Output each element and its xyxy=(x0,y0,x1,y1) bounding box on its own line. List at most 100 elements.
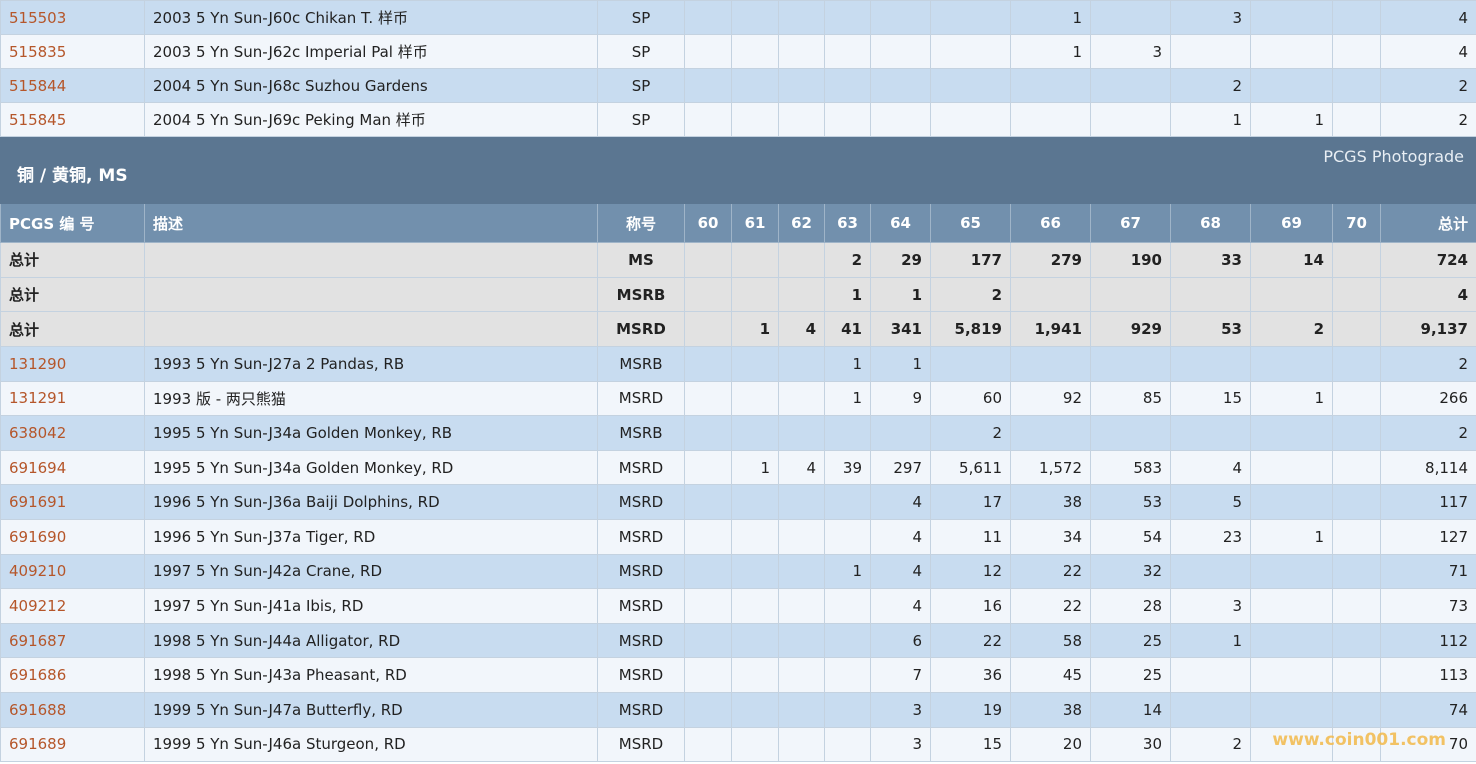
grade-count: 4 xyxy=(870,519,931,555)
grade-count: 2 xyxy=(1380,68,1476,103)
grade-count: 12 xyxy=(930,553,1011,590)
grade-count xyxy=(1332,622,1381,659)
grade-count: 22 xyxy=(930,622,1011,659)
designation: MSRD xyxy=(597,311,685,348)
grade-count: 22 xyxy=(1010,588,1091,624)
grade-count xyxy=(870,34,931,69)
grade-count: 70 xyxy=(1380,726,1476,763)
grade-count xyxy=(930,102,1011,137)
grade-count xyxy=(684,519,732,555)
grade-count xyxy=(1090,102,1171,137)
grade-count xyxy=(824,34,871,69)
description: 1993 版 - 两只熊猫 xyxy=(144,380,598,417)
photograde-link[interactable]: PCGS Photograde xyxy=(1323,146,1464,166)
grade-count: 117 xyxy=(1380,484,1476,521)
grade-count: 2 xyxy=(824,242,871,278)
grade-count xyxy=(684,102,732,137)
column-title: 称号 xyxy=(597,203,685,243)
pcgs-link[interactable]: 638042 xyxy=(9,424,67,443)
designation: MSRD xyxy=(597,622,685,659)
pcgs-number: 515845 xyxy=(0,102,145,137)
pcgs-link[interactable]: 691694 xyxy=(9,458,67,477)
grade-count xyxy=(778,726,825,763)
grade-count xyxy=(1250,449,1333,486)
designation: MS xyxy=(597,242,685,278)
column-title: PCGS 编 号 xyxy=(0,203,145,243)
section-title: 铜 / 黄铜, MS xyxy=(17,165,128,186)
grade-count xyxy=(731,726,779,763)
pcgs-link[interactable]: 691686 xyxy=(9,666,67,685)
pcgs-link[interactable]: 691689 xyxy=(9,735,67,754)
pcgs-link[interactable]: 515844 xyxy=(9,76,67,95)
grade-count xyxy=(1250,0,1333,35)
grade-count xyxy=(824,726,871,763)
grade-count: 54 xyxy=(1090,519,1171,555)
grade-count xyxy=(1250,276,1333,313)
table-row: 691691 1996 5 Yn Sun-J36a Baiji Dolphins,… xyxy=(0,484,1476,521)
designation: MSRD xyxy=(597,726,685,763)
designation: SP xyxy=(597,34,685,69)
grade-count xyxy=(778,692,825,728)
grade-count xyxy=(1332,519,1381,555)
pcgs-link[interactable]: 691688 xyxy=(9,700,67,719)
column-title: 66 xyxy=(1010,203,1091,243)
grade-count xyxy=(1090,0,1171,35)
designation: MSRB xyxy=(597,276,685,313)
grade-count xyxy=(1170,34,1251,69)
grade-count xyxy=(731,657,779,693)
grade-count xyxy=(1010,276,1091,313)
pcgs-link[interactable]: 131290 xyxy=(9,354,67,373)
grade-count: 25 xyxy=(1090,657,1171,693)
pcgs-number: 总计 xyxy=(0,311,145,348)
pcgs-link[interactable]: 409212 xyxy=(9,597,67,616)
grade-count xyxy=(731,346,779,382)
grade-count xyxy=(1250,484,1333,521)
pcgs-link[interactable]: 691690 xyxy=(9,527,67,546)
grade-count: 4 xyxy=(1380,0,1476,35)
grade-count: 16 xyxy=(930,588,1011,624)
grade-count xyxy=(684,726,732,763)
grade-count xyxy=(684,484,732,521)
grade-count: 25 xyxy=(1090,622,1171,659)
pcgs-number: 409210 xyxy=(0,553,145,590)
grade-count xyxy=(731,519,779,555)
grade-count: 4 xyxy=(870,484,931,521)
pcgs-link[interactable]: 515503 xyxy=(9,8,67,27)
grade-count xyxy=(778,519,825,555)
grade-count: 38 xyxy=(1010,484,1091,521)
pcgs-number: 691686 xyxy=(0,657,145,693)
description: 1996 5 Yn Sun-J36a Baiji Dolphins, RD xyxy=(144,484,598,521)
description: 2003 5 Yn Sun-J62c Imperial Pal 样币 xyxy=(144,34,598,69)
pcgs-link[interactable]: 515845 xyxy=(9,110,67,129)
column-title: 61 xyxy=(731,203,779,243)
grade-count xyxy=(731,276,779,313)
pcgs-link[interactable]: 409210 xyxy=(9,562,67,581)
grade-count xyxy=(1250,622,1333,659)
column-title: 63 xyxy=(824,203,871,243)
pcgs-link[interactable]: 515835 xyxy=(9,42,67,61)
designation: MSRD xyxy=(597,657,685,693)
grade-count: 2 xyxy=(1380,102,1476,137)
pcgs-number: 638042 xyxy=(0,415,145,451)
grade-count xyxy=(684,380,732,417)
pcgs-number: 131291 xyxy=(0,380,145,417)
grade-count: 1 xyxy=(824,276,871,313)
grade-count: 11 xyxy=(930,519,1011,555)
grade-count: 2 xyxy=(1380,346,1476,382)
pcgs-link[interactable]: 131291 xyxy=(9,389,67,408)
grade-count xyxy=(1250,415,1333,451)
designation: SP xyxy=(597,68,685,103)
grade-count: 1 xyxy=(870,346,931,382)
grade-count: 34 xyxy=(1010,519,1091,555)
grade-count xyxy=(1332,102,1381,137)
table-row: 691686 1998 5 Yn Sun-J43a Pheasant, RD MSR… xyxy=(0,657,1476,693)
grade-count xyxy=(778,415,825,451)
grade-count xyxy=(731,415,779,451)
grade-count xyxy=(731,34,779,69)
grade-count xyxy=(1170,692,1251,728)
pcgs-link[interactable]: 691691 xyxy=(9,493,67,512)
grade-count: 2 xyxy=(1170,68,1251,103)
grade-count xyxy=(824,519,871,555)
grade-count xyxy=(731,484,779,521)
pcgs-link[interactable]: 691687 xyxy=(9,631,67,650)
